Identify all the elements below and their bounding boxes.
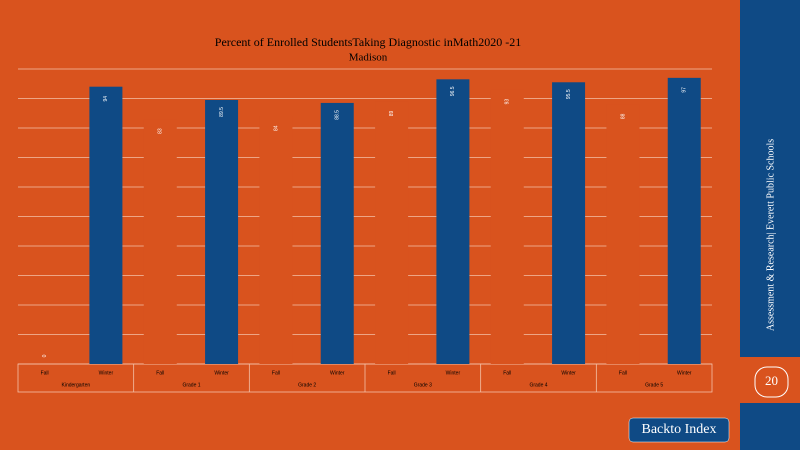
x-tick-label: Winter: [214, 370, 229, 376]
bar: [667, 77, 701, 364]
button-label[interactable]: Backto Index: [641, 422, 716, 437]
bar: [143, 119, 177, 365]
x-group-label: Grade 2: [298, 382, 316, 388]
x-group-label: Grade 3: [414, 382, 432, 388]
data-label: 89: [389, 110, 395, 116]
page-number: 20: [765, 373, 778, 388]
page-badge: [754, 366, 789, 398]
x-tick-label: Fall: [619, 370, 627, 376]
data-label: 88.5: [335, 110, 341, 120]
data-label: 0: [42, 354, 48, 357]
bar: [320, 102, 354, 365]
plot: Kindergarten 0 Fall 94 Winter Grade 1 83 Fall 89…: [17, 68, 713, 393]
bar: [375, 101, 409, 364]
x-tick-label: Fall: [156, 370, 164, 376]
data-label: 89.5: [219, 107, 225, 117]
x-tick-label: Fall: [272, 370, 280, 376]
bar: [490, 89, 524, 365]
data-label: 95.5: [566, 89, 572, 99]
bar: [205, 99, 239, 364]
data-label: 88: [620, 113, 626, 119]
bar: [259, 116, 293, 364]
chart-subtitle: Madison: [349, 52, 388, 64]
data-label: 97: [682, 87, 688, 93]
back-button[interactable]: Backto Index: [628, 417, 730, 443]
x-tick-label: Winter: [330, 370, 345, 376]
x-tick-label: Winter: [99, 370, 114, 376]
x-group-label: Grade 1: [182, 382, 200, 388]
x-tick-label: Fall: [503, 370, 511, 376]
chart-title: Percent of Enrolled StudentsTaking Diagn…: [215, 35, 521, 49]
bar: [552, 82, 586, 365]
bar: [606, 104, 640, 365]
x-group-label: Grade 4: [529, 382, 547, 388]
data-label: 96.5: [450, 86, 456, 96]
x-tick-label: Winter: [677, 370, 692, 376]
button-bg[interactable]: [628, 417, 730, 443]
data-label: 93: [505, 99, 511, 105]
x-tick-label: Fall: [41, 370, 49, 376]
bar: [89, 86, 123, 364]
x-tick-label: Fall: [388, 370, 396, 376]
x-group-label: Grade 5: [645, 382, 663, 388]
x-group-label: Kindergarten: [62, 382, 91, 388]
sidebar-panel: [740, 0, 800, 357]
x-tick-label: Winter: [446, 370, 461, 376]
x-tick-label: Winter: [561, 370, 576, 376]
data-label: 83: [158, 128, 164, 134]
bar: [436, 79, 470, 364]
data-label: 84: [273, 125, 279, 131]
data-label: 94: [103, 96, 109, 102]
sidebar-text: Assessment & Research| Everett Public Sc…: [765, 139, 776, 331]
sidebar-panel-bottom: [740, 403, 800, 450]
